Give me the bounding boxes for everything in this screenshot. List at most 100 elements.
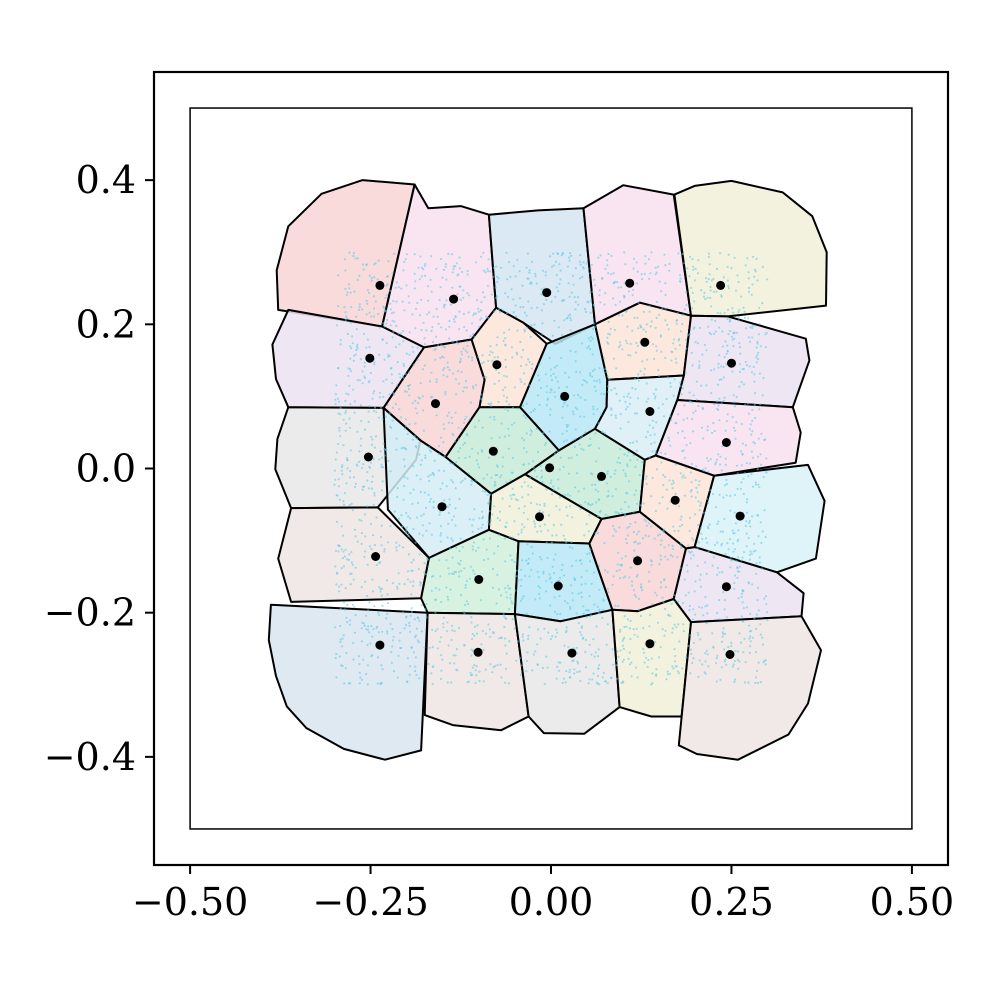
sample-point (503, 331, 506, 334)
sample-point (673, 600, 676, 603)
sample-point (742, 383, 746, 386)
sample-point (504, 644, 507, 647)
sample-point (588, 552, 591, 555)
sample-point (473, 541, 476, 544)
sample-point (480, 393, 483, 396)
sample-point (554, 295, 557, 298)
sample-point (717, 520, 720, 523)
sample-point (481, 510, 484, 513)
sample-point (710, 318, 713, 321)
sample-point (527, 462, 530, 465)
sample-point (504, 337, 507, 340)
sample-point (501, 497, 504, 500)
sample-point (657, 656, 661, 659)
sample-point (597, 532, 600, 535)
sample-point (544, 274, 547, 277)
sample-point (442, 423, 445, 426)
sample-point (694, 267, 697, 270)
sample-point (344, 587, 347, 590)
sample-point (626, 618, 630, 621)
sample-point (672, 667, 675, 670)
sample-point (751, 583, 754, 586)
sample-point (487, 456, 490, 459)
sample-point (516, 329, 519, 332)
sample-point (760, 432, 763, 435)
sample-point (443, 499, 446, 502)
sample-point (627, 450, 630, 454)
sample-point (378, 586, 381, 589)
sample-point (458, 563, 461, 566)
sample-point (747, 317, 750, 320)
sample-point (411, 502, 414, 505)
sample-point (525, 363, 528, 366)
sample-point (736, 566, 739, 569)
sample-point (702, 614, 705, 617)
sample-point (560, 357, 563, 360)
sample-point (384, 415, 387, 418)
sample-point (612, 524, 615, 527)
sample-point (451, 340, 454, 343)
sample-point (715, 290, 718, 293)
sample-point (453, 629, 456, 633)
sample-point (606, 264, 609, 267)
sample-point (424, 573, 428, 576)
sample-point (756, 599, 759, 602)
sample-point (545, 580, 548, 583)
sample-point (560, 254, 564, 257)
sample-point (563, 644, 566, 647)
sample-point (362, 268, 365, 271)
sample-point (614, 511, 617, 514)
sample-point (610, 676, 613, 679)
sample-point (380, 544, 383, 547)
sample-point (339, 640, 342, 644)
sample-point (403, 465, 406, 468)
sample-point (495, 473, 499, 477)
sample-point (720, 542, 724, 546)
sample-point (591, 503, 594, 506)
sample-point (335, 520, 339, 523)
sample-point (349, 345, 352, 348)
sample-point (589, 272, 592, 275)
sample-point (645, 475, 648, 478)
sample-point (445, 485, 448, 488)
sample-point (613, 472, 616, 475)
sample-point (536, 570, 539, 573)
sample-point (423, 562, 426, 565)
sample-point (686, 570, 689, 573)
sample-point (693, 326, 696, 329)
sample-point (556, 613, 559, 616)
sample-point (757, 351, 760, 354)
sample-point (385, 284, 388, 287)
sample-point (443, 469, 446, 473)
sample-point (414, 634, 418, 637)
sample-point (717, 383, 720, 386)
sample-point (410, 569, 413, 572)
sample-point (493, 505, 496, 508)
sample-point (509, 479, 512, 482)
sample-point (482, 680, 485, 683)
sample-point (525, 314, 528, 317)
sample-point (363, 332, 366, 335)
sample-point (718, 419, 721, 422)
sample-point (761, 394, 764, 397)
sample-point (741, 442, 744, 445)
sample-point (587, 682, 590, 685)
sample-point (738, 370, 742, 373)
sample-point (432, 500, 435, 503)
sample-point (435, 335, 438, 338)
sample-point (377, 312, 380, 316)
sample-point (755, 346, 758, 349)
sample-point (545, 404, 549, 407)
sample-point (370, 279, 373, 282)
sample-point (671, 350, 674, 354)
sample-point (578, 443, 581, 446)
sample-point (405, 623, 408, 627)
sample-point (650, 657, 653, 660)
sample-point (726, 542, 729, 545)
sample-point (502, 339, 505, 343)
sample-point (473, 664, 476, 667)
sample-point (526, 518, 529, 521)
sample-point (537, 628, 540, 631)
sample-point (759, 521, 762, 524)
sample-point (736, 274, 739, 277)
